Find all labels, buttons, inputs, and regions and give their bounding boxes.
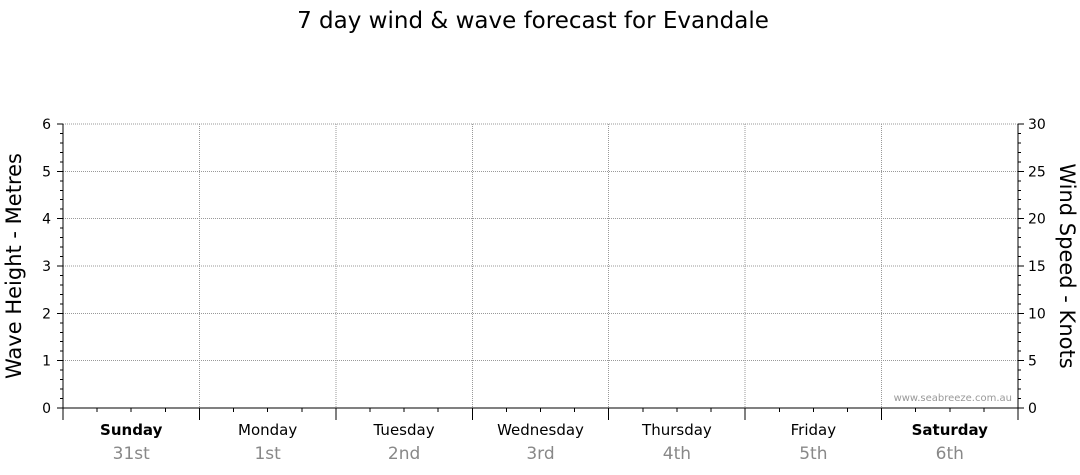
- day-date-label: 6th: [936, 444, 964, 464]
- day-name-label: Sunday: [100, 421, 163, 439]
- right-axis-ticks: 0 5 10 15 20 25 30: [1018, 117, 1046, 417]
- right-tick-label: 15: [1028, 259, 1046, 275]
- right-axis-title: Wind Speed - Knots: [1055, 163, 1079, 368]
- day-name-label: Wednesday: [497, 421, 584, 439]
- right-tick-label: 0: [1028, 401, 1037, 417]
- left-tick-label: 3: [42, 259, 51, 275]
- day-date-label: 2nd: [388, 444, 420, 464]
- day-date-label: 5th: [799, 444, 827, 464]
- day-name-label: Friday: [791, 421, 837, 439]
- day-name-label: Tuesday: [373, 421, 435, 439]
- day-labels: Sunday 31st Monday 1st Tuesday 2nd Wednesday 3r…: [100, 421, 988, 464]
- left-tick-label: 4: [42, 212, 51, 228]
- left-tick-label: 0: [42, 401, 51, 417]
- left-tick-label: 2: [42, 306, 51, 322]
- right-tick-label: 25: [1028, 164, 1046, 180]
- day-name-label: Monday: [238, 421, 297, 439]
- day-name-label: Saturday: [912, 421, 989, 439]
- chart-title: 7 day wind & wave forecast for Evandale: [297, 8, 769, 34]
- watermark-text: www.seabreeze.com.au: [894, 393, 1012, 404]
- day-name-label: Thursday: [641, 421, 712, 439]
- right-tick-label: 20: [1028, 212, 1046, 228]
- day-date-label: 31st: [113, 444, 150, 464]
- right-tick-label: 10: [1028, 306, 1046, 322]
- day-date-label: 4th: [663, 444, 691, 464]
- left-tick-label: 5: [42, 164, 51, 180]
- left-axis-ticks: 0 1 2 3 4 5 6: [42, 117, 63, 417]
- right-tick-label: 30: [1028, 117, 1046, 133]
- right-tick-label: 5: [1028, 354, 1037, 370]
- left-axis-title: Wave Height - Metres: [2, 153, 26, 379]
- grid-lines: [63, 123, 1018, 408]
- axes: [62, 124, 1019, 420]
- day-date-label: 1st: [254, 444, 281, 464]
- day-date-label: 3rd: [526, 444, 554, 464]
- left-tick-label: 6: [42, 117, 51, 133]
- left-tick-label: 1: [42, 354, 51, 370]
